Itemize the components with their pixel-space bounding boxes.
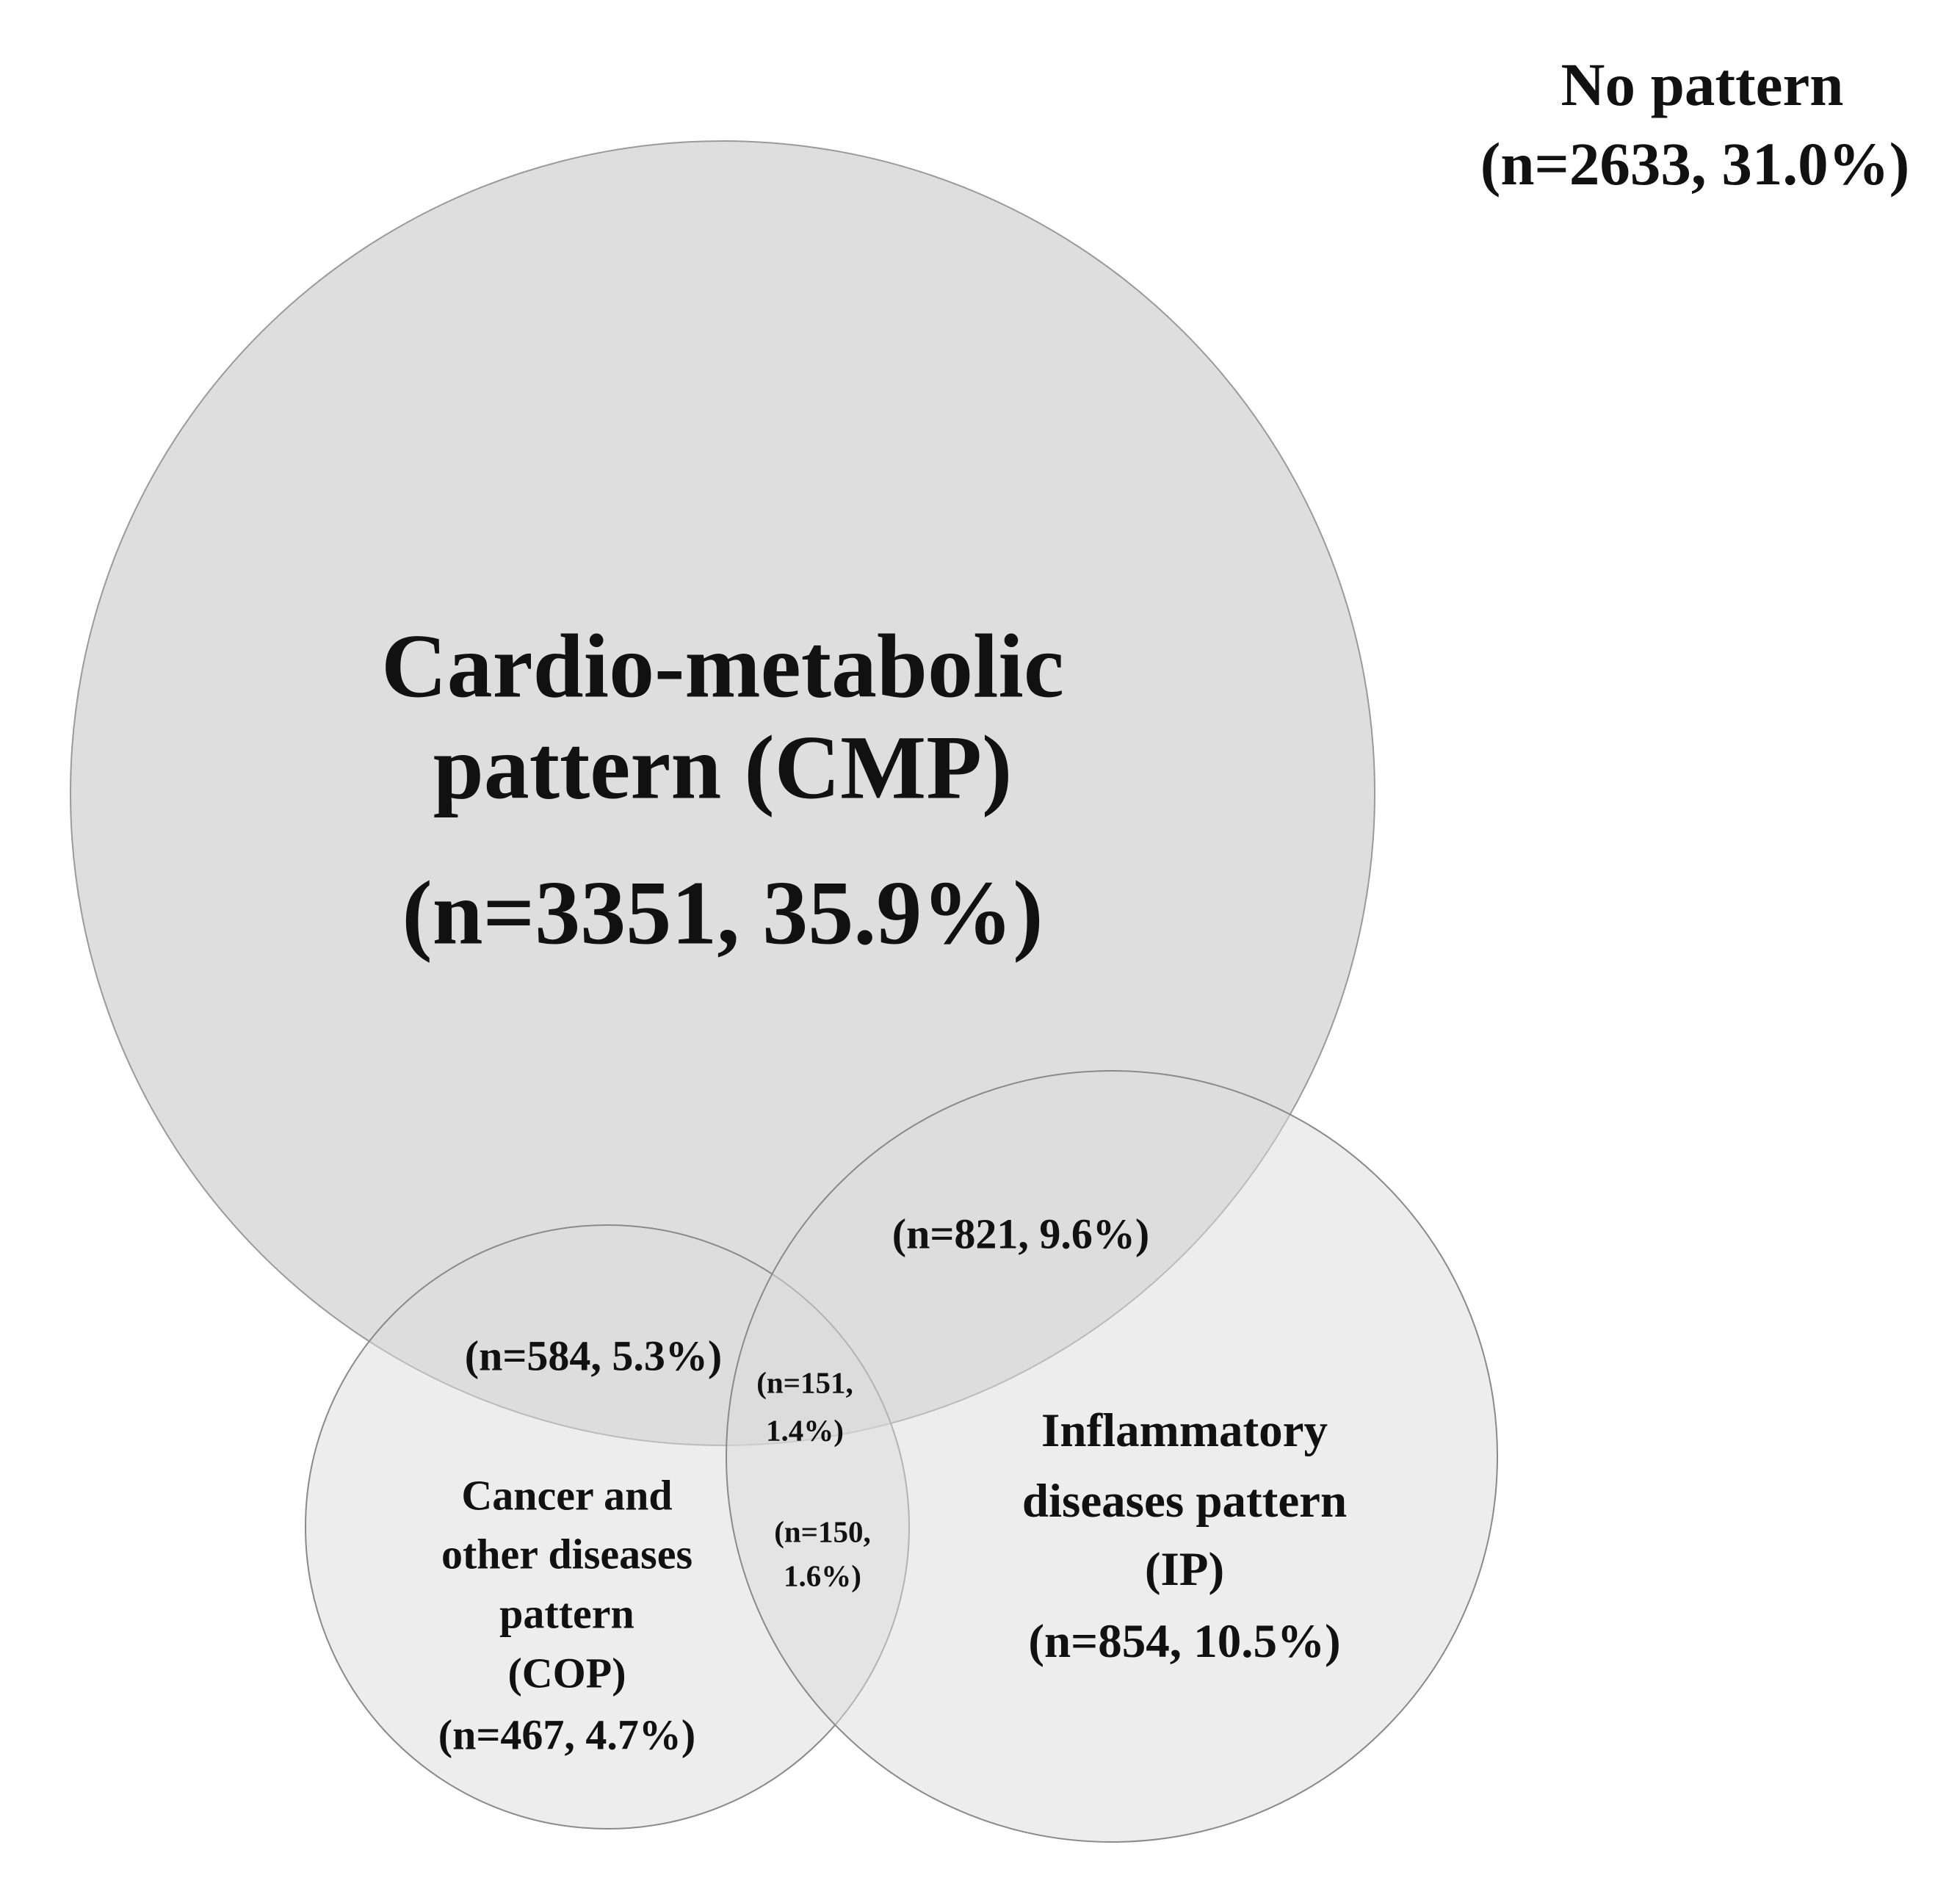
intersection-label: (n=151, xyxy=(756,1365,853,1399)
intersection-label: 1.4%) xyxy=(766,1413,844,1447)
set-label: pattern xyxy=(499,1589,634,1637)
set-label: (IP) xyxy=(1145,1543,1224,1596)
intersection-label: (n=821, 9.6%) xyxy=(892,1210,1149,1257)
ip-circle xyxy=(726,1070,1498,1843)
set-label: diseases pattern xyxy=(1022,1475,1347,1528)
set-label: Inflammatory xyxy=(1041,1404,1328,1457)
set-label: Cancer and xyxy=(461,1471,672,1519)
set-count: (n=854, 10.5%) xyxy=(1028,1615,1340,1668)
set-label: Cardio-metabolic xyxy=(381,615,1064,716)
intersection-label: (n=150, xyxy=(774,1514,871,1548)
set-label: (COP) xyxy=(507,1649,626,1697)
set-count: (n=467, 4.7%) xyxy=(438,1711,695,1758)
set-label: other diseases xyxy=(441,1530,692,1578)
set-count: (n=3351, 35.9%) xyxy=(402,862,1043,963)
intersection-label: (n=584, 5.3%) xyxy=(465,1332,722,1379)
set-label: pattern (CMP) xyxy=(433,717,1013,817)
outside-title: No pattern xyxy=(1561,51,1844,118)
intersection-label: 1.6%) xyxy=(784,1558,861,1592)
outside-count: (n=2633, 31.0%) xyxy=(1480,130,1910,198)
